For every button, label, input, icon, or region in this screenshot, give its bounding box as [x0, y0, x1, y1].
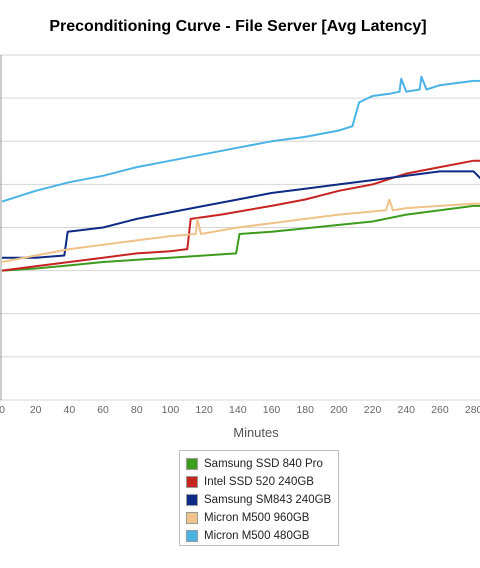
- x-tick-label: 200: [330, 404, 348, 416]
- series-line-micron-m500-480gb: [1, 75, 480, 203]
- series-line-micron-m500-960gb: [1, 198, 480, 263]
- chart-legend: Samsung SSD 840 Pro Intel SSD 520 240GB Sa…: [179, 450, 339, 546]
- x-tick-label: 240: [397, 404, 415, 416]
- legend-swatch: [186, 530, 198, 542]
- series-line-samsung-ssd-840-pro: [1, 204, 480, 272]
- x-axis-ticks: 0 20 40 60 80 100 120 140 160 180 200 220 240 260 280: [0, 404, 480, 416]
- x-tick-label: 140: [229, 404, 247, 416]
- legend-swatch: [186, 512, 198, 524]
- x-tick-label: 220: [364, 404, 382, 416]
- x-tick-label: 20: [30, 404, 42, 416]
- x-tick-label: 180: [296, 404, 314, 416]
- x-tick-label: 100: [162, 404, 180, 416]
- x-tick-label: 0: [0, 404, 5, 416]
- chart-title: Preconditioning Curve - File Server [Avg…: [49, 18, 427, 35]
- legend-swatch: [186, 494, 198, 506]
- x-tick-label: 260: [431, 404, 449, 416]
- legend-item: Micron M500 960GB: [186, 509, 338, 527]
- line-chart: 0 20 40 60 80 100 120 140 160 180 200 220 240 260 280: [0, 54, 480, 416]
- legend-swatch: [186, 476, 198, 488]
- legend-label: Micron M500 960GB: [204, 512, 310, 524]
- x-tick-label: 40: [64, 404, 76, 416]
- legend-item: Micron M500 480GB: [186, 527, 338, 545]
- legend-item: Samsung SM843 240GB: [186, 491, 338, 509]
- x-tick-label: 60: [97, 404, 109, 416]
- series-lines: [1, 75, 480, 272]
- x-tick-label: 280: [465, 404, 480, 416]
- x-tick-label: 120: [195, 404, 213, 416]
- x-tick-label: 160: [263, 404, 281, 416]
- legend-swatch: [186, 458, 198, 470]
- legend-item: Samsung SSD 840 Pro: [186, 455, 338, 473]
- legend-item: Intel SSD 520 240GB: [186, 473, 338, 491]
- legend-label: Samsung SM843 240GB: [204, 494, 332, 506]
- series-line-intel-ssd-520-240gb: [1, 159, 480, 272]
- legend-label: Micron M500 480GB: [204, 530, 310, 542]
- series-line-samsung-sm843-240gb: [2, 170, 480, 259]
- legend-label: Intel SSD 520 240GB: [204, 476, 314, 488]
- x-tick-label: 80: [131, 404, 143, 416]
- x-axis-label: Minutes: [233, 425, 279, 440]
- legend-label: Samsung SSD 840 Pro: [204, 458, 323, 470]
